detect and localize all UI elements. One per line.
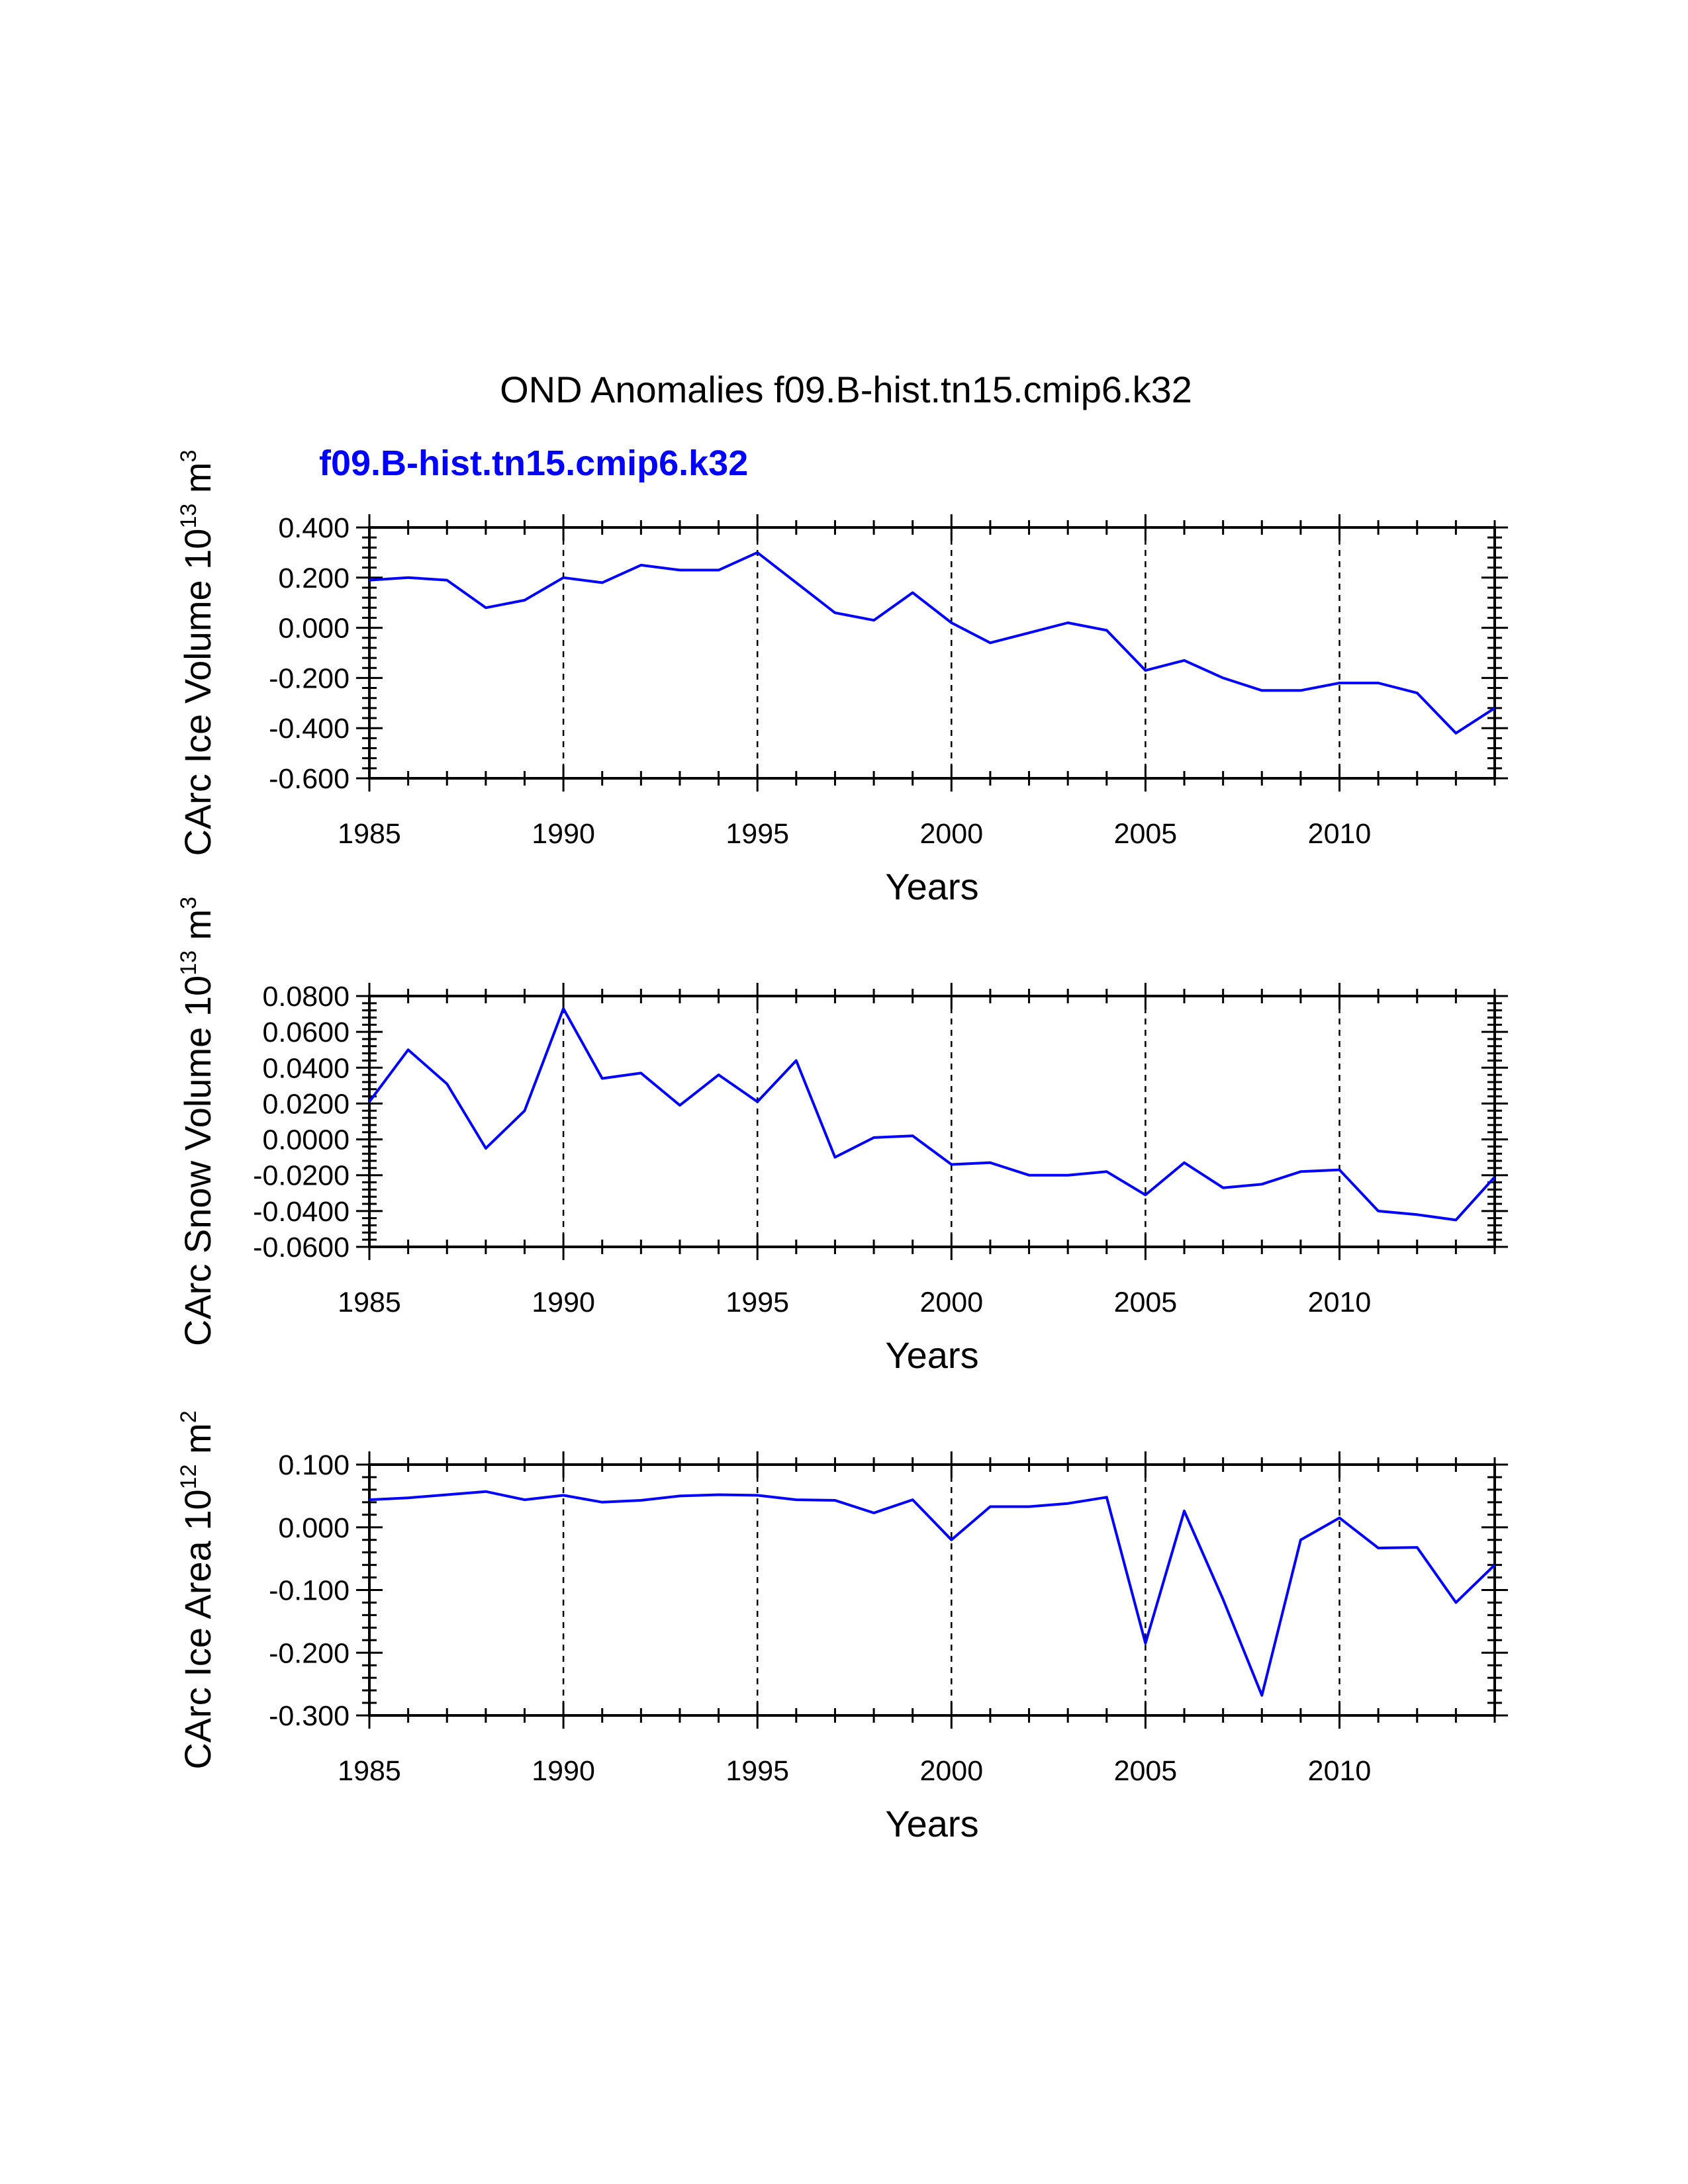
chart-1-ytick-label: 0.0200 — [262, 1088, 350, 1120]
chart-0-xtick-label: 1990 — [532, 818, 595, 850]
chart-1-ylabel-unit-exponent: 3 — [176, 897, 201, 909]
chart-1-xtick-label: 1990 — [532, 1287, 595, 1318]
chart-0-frame — [368, 526, 1496, 780]
chart-2-ytick-label: 0.100 — [278, 1449, 350, 1481]
chart-2-xtick-label: 1995 — [726, 1755, 789, 1787]
chart-0-xtick-label: 1995 — [726, 818, 789, 850]
chart-1-ytick-label: -0.0200 — [253, 1160, 350, 1192]
chart-1-ylabel-text: CArc Snow Volume 10 — [177, 976, 218, 1346]
chart-0-ylabel-unit: m — [177, 462, 218, 503]
chart-2-xtick-label: 2000 — [919, 1755, 983, 1787]
chart-2-ylabel-unit-exponent: 2 — [176, 1410, 201, 1423]
chart-2-ylabel-exponent: 12 — [176, 1465, 201, 1490]
chart-0-ylabel-text: CArc Ice Volume 10 — [177, 529, 218, 856]
chart-0-xtick-label: 1985 — [338, 818, 401, 850]
chart-0-ytick-label: 0.200 — [278, 563, 350, 594]
chart-2-ytick-label: -0.100 — [269, 1575, 350, 1607]
chart-1-xtick-label: 2010 — [1308, 1287, 1372, 1318]
figure-title: OND Anomalies f09.B-hist.tn15.cmip6.k32 — [500, 369, 1192, 410]
chart-0-ytick-label: 0.400 — [278, 512, 350, 544]
chart-0-xtick-label: 2010 — [1308, 818, 1372, 850]
chart-0-ylabel-exponent: 13 — [176, 504, 201, 529]
chart-1-ytick-label: 0.0800 — [262, 981, 350, 1013]
chart-2-ytick-label: -0.200 — [269, 1637, 350, 1669]
chart-1-ytick-label: -0.0400 — [253, 1196, 350, 1228]
chart-1-ytick-label: -0.0600 — [253, 1232, 350, 1263]
chart-2-ylabel-text: CArc Ice Area 10 — [177, 1489, 218, 1769]
chart-2-ytick-label: -0.300 — [269, 1700, 350, 1732]
chart-0-xlabel: Years — [885, 866, 978, 907]
chart-0-ylabel-unit-exponent: 3 — [176, 450, 201, 463]
panel-ice-area: 0.100 0.000 -0.100 -0.200 -0.300 1985 1990 1995… — [176, 1410, 1508, 1844]
chart-1-xtick-label: 1995 — [726, 1287, 789, 1318]
panel-ice-volume: 0.400 0.200 0.000 -0.200 -0.400 -0.600 1985 199… — [176, 450, 1508, 907]
chart-0-ytick-label: 0.000 — [278, 613, 350, 645]
chart-0-xtick-label: 2000 — [919, 818, 983, 850]
chart-0-ylabel: CArc Ice Volume 1013 m3 — [176, 450, 218, 856]
chart-1-series-line-0 — [368, 1007, 1496, 1222]
chart-1-ylabel: CArc Snow Volume 1013 m3 — [176, 897, 218, 1346]
chart-2-xtick-label: 1990 — [532, 1755, 595, 1787]
chart-2-series-line-0 — [369, 1490, 1496, 1697]
chart-1-xtick-label: 2005 — [1114, 1287, 1178, 1318]
chart-0-ytick-label: -0.200 — [269, 662, 350, 694]
chart-1-xtick-label: 2000 — [919, 1287, 983, 1318]
panel-snow-volume: 0.0800 0.0600 0.0400 0.0200 0.0000 -0.0200 -0.… — [176, 897, 1508, 1376]
chart-1-ytick-label: 0.0000 — [262, 1124, 350, 1156]
chart-1-frame — [368, 995, 1496, 1248]
chart-1-ytick-label: 0.0600 — [262, 1017, 350, 1048]
chart-1-ylabel-exponent: 13 — [176, 950, 201, 976]
figure-subtitle: f09.B-hist.tn15.cmip6.k32 — [319, 443, 748, 483]
chart-1-ytick-label: 0.0400 — [262, 1052, 350, 1084]
chart-1-xtick-label: 1985 — [338, 1287, 401, 1318]
chart-0-xtick-label: 2005 — [1114, 818, 1178, 850]
chart-2-xlabel: Years — [885, 1803, 978, 1844]
chart-2-xtick-label: 1985 — [338, 1755, 401, 1787]
chart-2-ytick-label: 0.000 — [278, 1512, 350, 1544]
chart-0-series-line-0 — [369, 551, 1496, 735]
chart-0-ytick-label: -0.600 — [269, 763, 350, 795]
chart-2-xtick-label: 2010 — [1308, 1755, 1372, 1787]
chart-2-ylabel-unit: m — [177, 1423, 218, 1464]
chart-1-xlabel: Years — [885, 1334, 978, 1376]
chart-2-ylabel: CArc Ice Area 1012 m2 — [176, 1410, 218, 1769]
chart-1-ylabel-unit: m — [177, 909, 218, 950]
chart-2-xtick-label: 2005 — [1114, 1755, 1178, 1787]
chart-0-ytick-label: -0.400 — [269, 713, 350, 745]
chart-2-frame — [368, 1463, 1496, 1717]
